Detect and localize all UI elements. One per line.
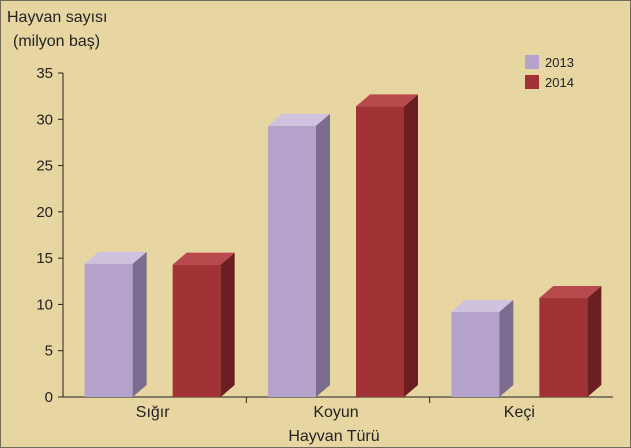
bar-2013-Koyun (268, 113, 330, 397)
y-axis-title: (milyon baş) (13, 33, 100, 50)
category-label: Koyun (313, 404, 358, 421)
y-tick-label: 25 (36, 158, 53, 175)
bar-front (356, 106, 404, 397)
bar-2014-Koyun (356, 94, 418, 397)
legend-label-2013: 2013 (545, 55, 574, 70)
bar-2014-Keçi (539, 285, 602, 397)
bar-2013-Sığır (84, 251, 147, 397)
y-tick-label: 10 (36, 296, 53, 313)
y-axis-title: Hayvan sayısı (7, 9, 107, 26)
bar-front (539, 297, 588, 397)
bar-top (172, 252, 235, 265)
x-axis-title: Hayvan Türü (288, 428, 379, 445)
legend-swatch-2013 (525, 55, 539, 69)
y-tick-label: 0 (45, 389, 53, 406)
y-tick-label: 5 (45, 343, 53, 360)
bar-top (539, 285, 602, 298)
bar-side (587, 285, 602, 397)
bar-side (220, 252, 235, 397)
bar-side (132, 251, 147, 397)
bar-top (451, 299, 514, 312)
category-label: Sığır (136, 404, 170, 421)
bar-front (172, 264, 221, 397)
legend-label-2014: 2014 (545, 75, 574, 90)
y-tick-label: 20 (36, 204, 53, 221)
bar-side (316, 113, 330, 397)
y-tick-label: 35 (36, 65, 53, 82)
y-tick-label: 30 (36, 111, 53, 128)
bar-2014-Sığır (172, 252, 235, 397)
bar-front (451, 311, 500, 397)
bar-2013-Keçi (451, 299, 514, 397)
bar-side (499, 299, 514, 397)
bar-top (268, 113, 330, 126)
bar-front (84, 263, 133, 397)
bar-top (356, 94, 418, 107)
y-tick-label: 15 (36, 250, 53, 267)
legend-swatch-2014 (525, 75, 539, 89)
bar-top (84, 251, 147, 264)
category-label: Keçi (504, 404, 535, 421)
bar-side (404, 94, 418, 397)
bar-front (268, 125, 316, 397)
